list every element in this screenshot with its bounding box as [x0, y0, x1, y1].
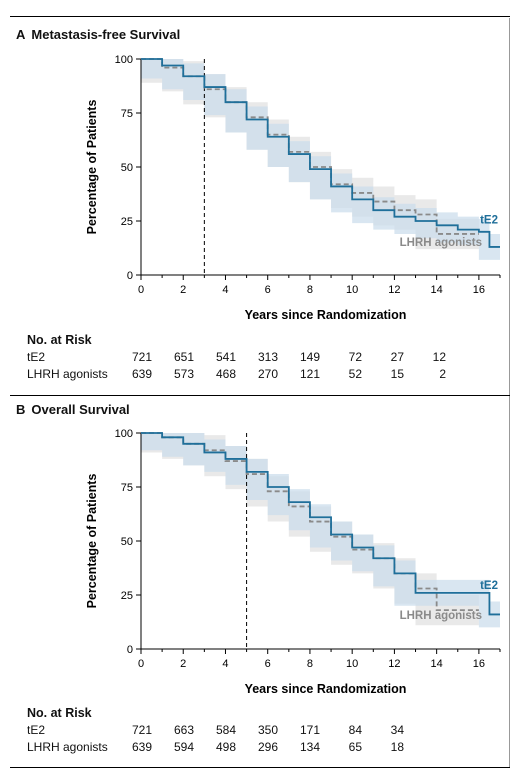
risk-value: 313 [257, 350, 278, 364]
risk-value: 171 [299, 723, 320, 737]
y-tick-label: 50 [121, 536, 133, 548]
y-tick-label: 75 [121, 108, 133, 120]
risk-value: 541 [215, 350, 236, 364]
x-tick-label: 2 [180, 284, 186, 296]
x-tick-label: 6 [265, 658, 271, 670]
chart-metastasis-free-survival: 0 25 50 75 100 0 2 4 6 8 10 12 14 16 tE2 LHRH agonists Y… [85, 54, 501, 322]
panel-b-title: B Overall Survival [16, 402, 130, 417]
risk-value: 639 [131, 740, 152, 754]
x-axis-title: Years since Randomization [245, 308, 407, 322]
risk-value: 84 [348, 723, 362, 737]
panel-a-title: A Metastasis-free Survival [16, 27, 180, 42]
risk-value: 18 [390, 740, 404, 754]
risk-value: 498 [215, 740, 236, 754]
risk-value: 15 [390, 367, 404, 381]
risk-value: 584 [215, 723, 236, 737]
x-tick-label: 2 [180, 658, 186, 670]
risk-value: 134 [299, 740, 320, 754]
risk-value: 721 [131, 723, 152, 737]
risk-value: 350 [257, 723, 278, 737]
x-tick-label: 0 [138, 658, 144, 670]
risk-value: 121 [299, 367, 320, 381]
panel-b-title-text: Overall Survival [31, 402, 130, 417]
risk-heading-a: No. at Risk [27, 333, 92, 347]
x-tick-label: 16 [473, 284, 485, 296]
risk-value: 149 [299, 350, 320, 364]
x-tick-label: 6 [265, 284, 271, 296]
risk-value: 468 [215, 367, 236, 381]
risk-value: 2 [439, 367, 446, 381]
panel-b-letter: B [16, 402, 26, 417]
figure-frame [10, 18, 510, 768]
risk-value: 27 [390, 350, 404, 364]
series-line-te2 [141, 432, 500, 616]
bottom-rule [10, 767, 510, 768]
x-tick-label: 16 [473, 658, 485, 670]
risk-value: 65 [348, 740, 362, 754]
ci-band-te2 [141, 433, 500, 628]
x-tick-label: 4 [222, 284, 228, 296]
panel-divider [10, 395, 510, 396]
risk-value: 52 [348, 367, 362, 381]
series-line-te2 [141, 58, 500, 248]
series-label-lhrh: LHRH agonists [400, 610, 482, 622]
y-tick-label: 25 [121, 216, 133, 228]
series-label-lhrh: LHRH agonists [400, 237, 482, 249]
y-axis-title: Percentage of Patients [85, 474, 99, 609]
x-axis-title: Years since Randomization [245, 682, 407, 696]
y-tick-label: 50 [121, 162, 133, 174]
y-tick-label: 0 [127, 644, 133, 656]
x-tick-label: 8 [307, 658, 313, 670]
x-tick-label: 4 [222, 658, 228, 670]
risk-value: 651 [173, 350, 194, 364]
risk-row-label: LHRH agonists [27, 740, 108, 754]
risk-row-label: tE2 [27, 723, 46, 737]
y-tick-label: 75 [121, 482, 133, 494]
series-label-te2: tE2 [480, 580, 498, 592]
risk-row-label: LHRH agonists [27, 367, 108, 381]
risk-value: 270 [257, 367, 278, 381]
y-tick-label: 100 [115, 428, 133, 440]
risk-value: 573 [173, 367, 194, 381]
risk-value: 296 [257, 740, 278, 754]
risk-row-label: tE2 [27, 350, 46, 364]
series-label-te2: tE2 [480, 215, 498, 227]
y-tick-label: 0 [127, 270, 133, 282]
top-rule [10, 16, 510, 17]
x-tick-label: 0 [138, 284, 144, 296]
risk-value: 721 [131, 350, 152, 364]
risk-heading-b: No. at Risk [27, 706, 92, 720]
y-axis-title: Percentage of Patients [85, 100, 99, 235]
risk-value: 12 [432, 350, 446, 364]
ci-band-te2 [141, 59, 500, 260]
x-tick-label: 12 [388, 284, 400, 296]
x-tick-label: 14 [431, 658, 443, 670]
x-tick-label: 12 [388, 658, 400, 670]
y-tick-label: 25 [121, 590, 133, 602]
x-tick-label: 8 [307, 284, 313, 296]
risk-value: 594 [173, 740, 194, 754]
x-tick-label: 10 [346, 284, 358, 296]
risk-value: 34 [390, 723, 404, 737]
panel-a-title-text: Metastasis-free Survival [31, 27, 181, 42]
x-tick-label: 10 [346, 658, 358, 670]
risk-value: 639 [131, 367, 152, 381]
risk-value: 72 [348, 350, 362, 364]
chart-overall-survival: 0 25 50 75 100 0 2 4 6 8 10 12 14 16 tE2 LHRH agonists Y… [85, 428, 501, 696]
y-tick-label: 100 [115, 54, 133, 66]
panel-a-letter: A [16, 27, 26, 42]
x-tick-label: 14 [431, 284, 443, 296]
risk-value: 663 [173, 723, 194, 737]
